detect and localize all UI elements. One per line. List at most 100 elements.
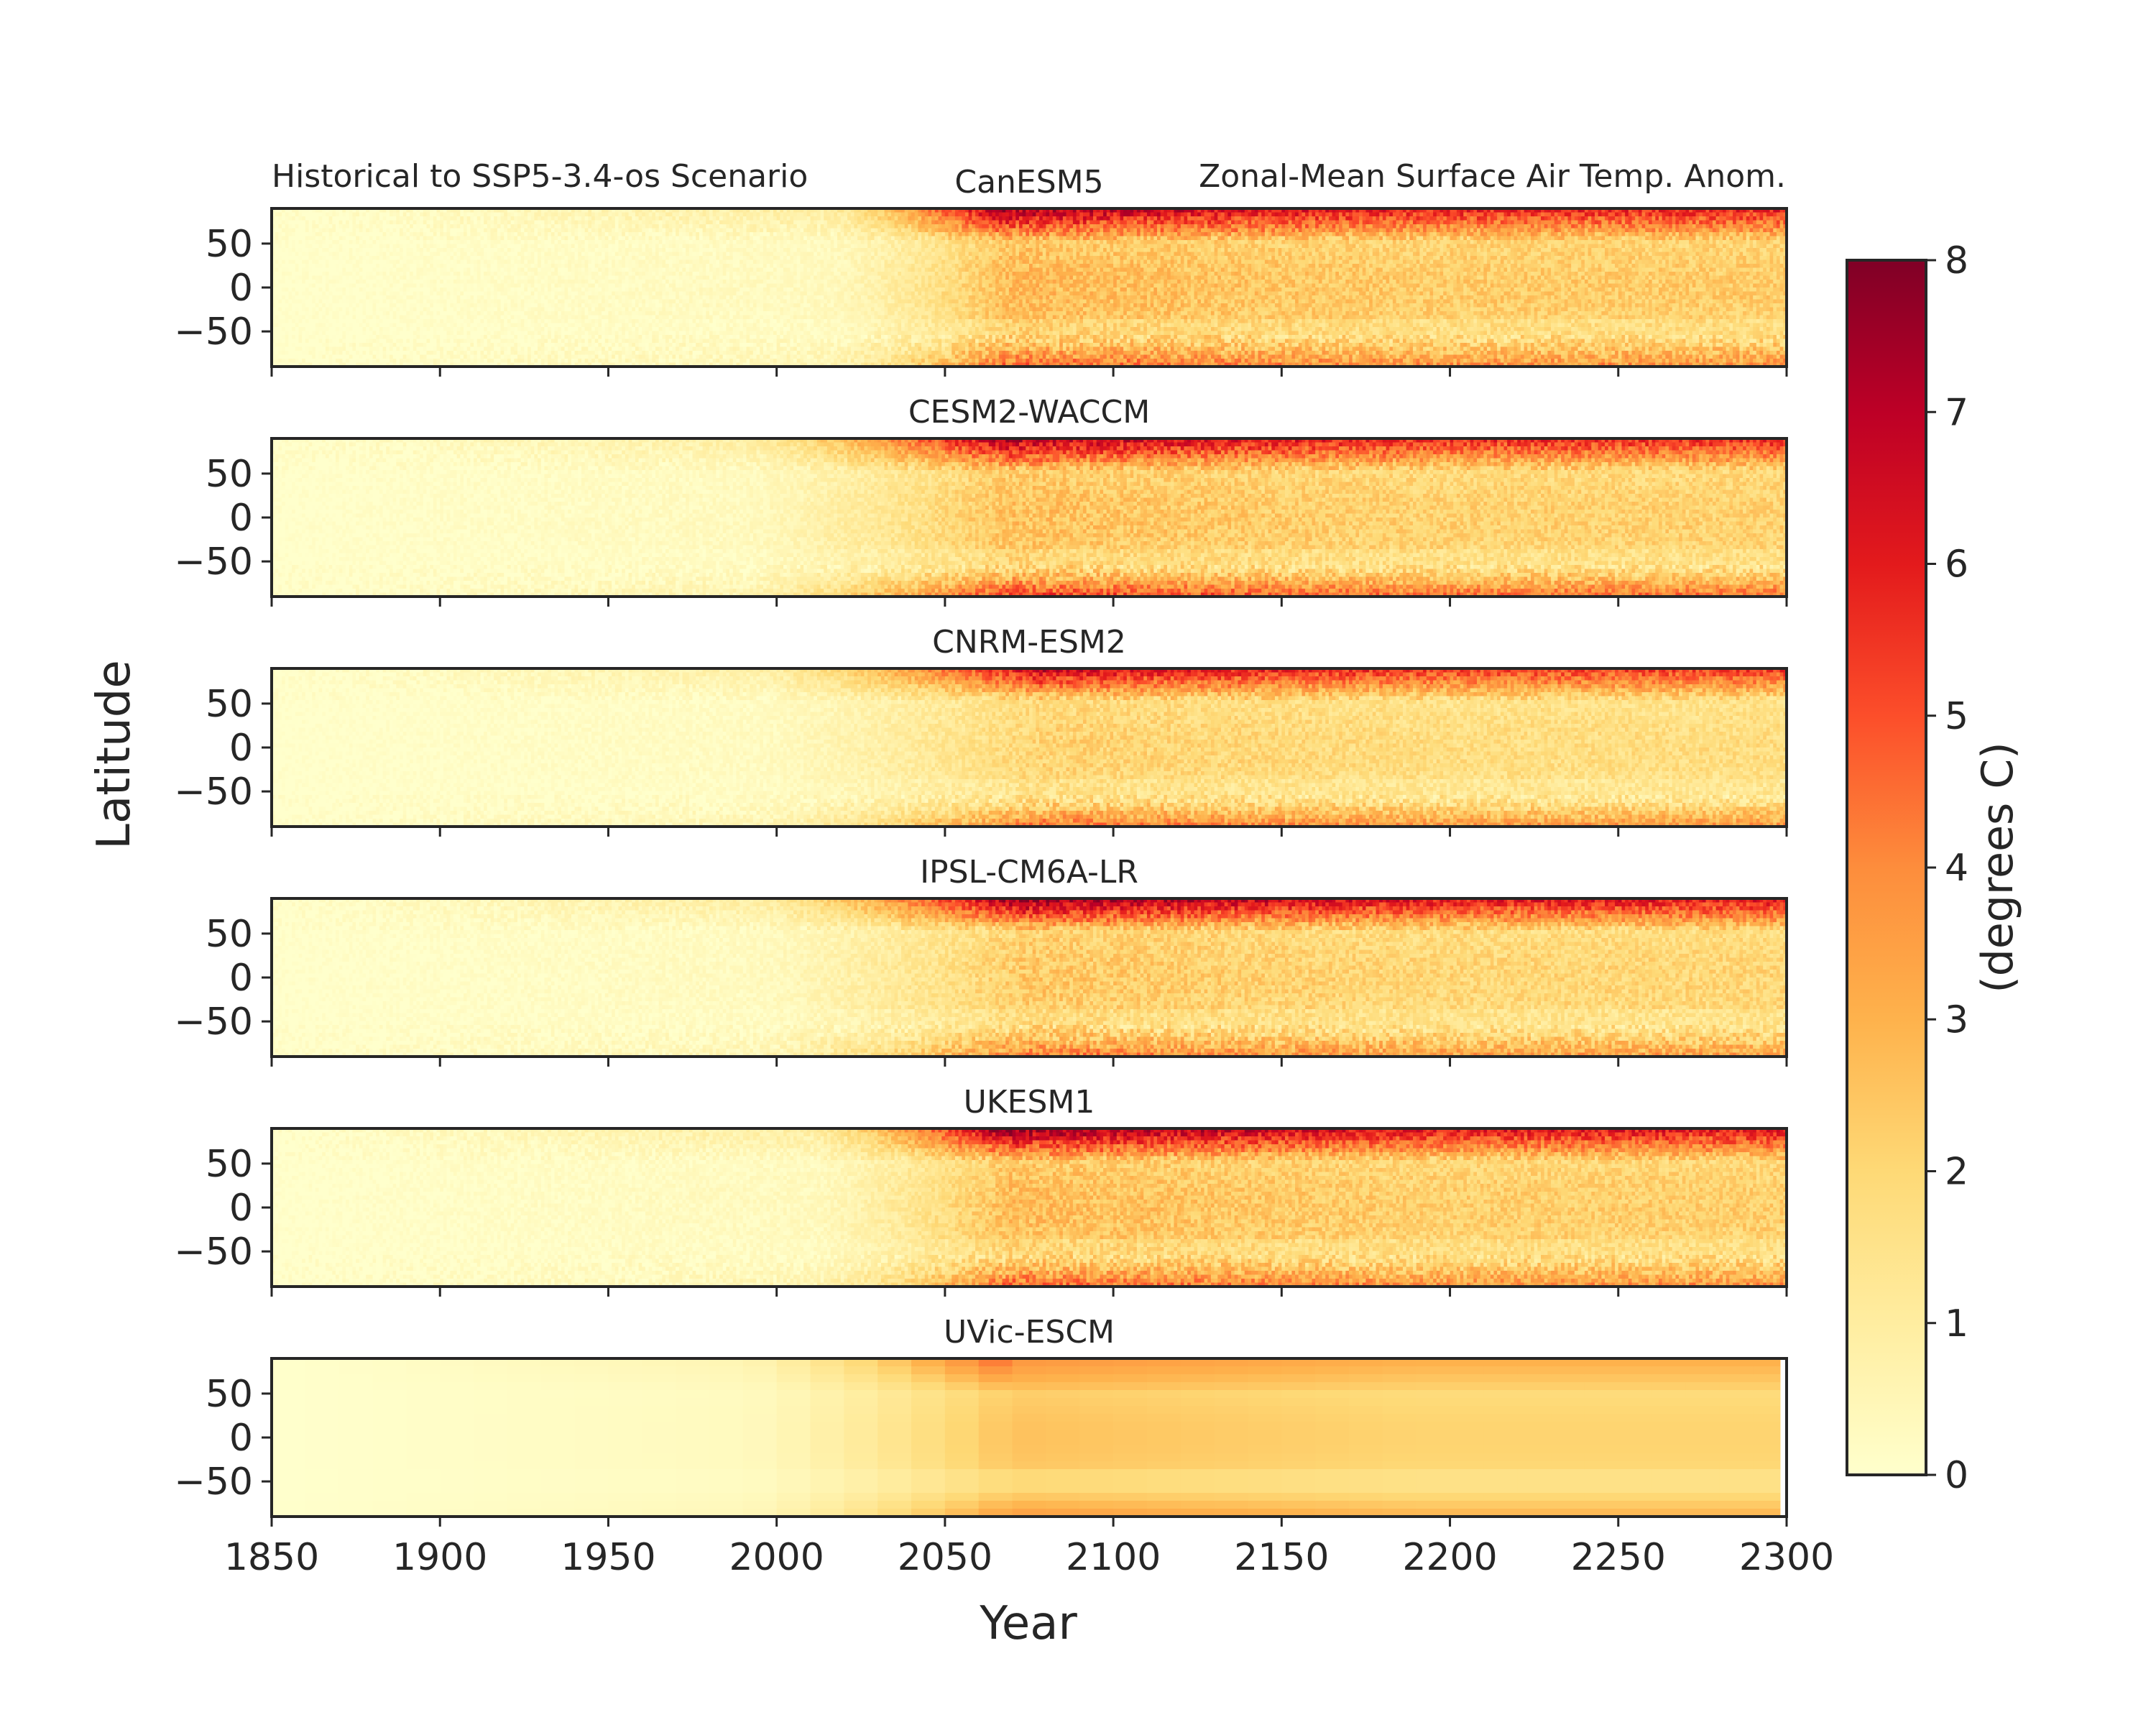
heatmap-cell	[302, 335, 305, 339]
heatmap-cell	[349, 216, 353, 221]
heatmap-cell	[305, 343, 309, 347]
heatmap-cell	[305, 224, 309, 229]
heatmap-cell	[393, 347, 397, 351]
heatmap-cell	[305, 244, 309, 249]
heatmap-cell	[332, 213, 336, 217]
heatmap-cell	[352, 347, 356, 351]
heatmap-cell	[362, 347, 366, 351]
heatmap-cell	[285, 260, 289, 264]
heatmap-cell	[298, 224, 302, 229]
heatmap-cell	[339, 256, 343, 260]
heatmap-cell	[396, 316, 400, 320]
heatmap-cell	[326, 347, 329, 351]
heatmap-cell	[336, 327, 339, 331]
heatmap-cell	[329, 331, 333, 336]
heatmap-cell	[292, 244, 295, 249]
heatmap-cell	[302, 323, 305, 328]
heatmap-cell	[275, 248, 279, 252]
heatmap-cell	[376, 264, 379, 268]
heatmap-cell	[352, 229, 356, 233]
heatmap-cell	[359, 311, 363, 316]
heatmap-cell	[390, 248, 393, 252]
heatmap-cell	[383, 224, 387, 229]
heatmap-cell	[369, 295, 373, 300]
heatmap-cell	[298, 229, 302, 233]
heatmap-cell	[332, 351, 336, 355]
heatmap-cell	[373, 236, 377, 241]
heatmap-cell	[312, 224, 315, 229]
heatmap-cell	[298, 276, 302, 280]
heatmap-cell	[352, 284, 356, 288]
heatmap-cell	[336, 216, 339, 221]
heatmap-cell	[285, 319, 289, 323]
heatmap-cell	[336, 213, 339, 217]
heatmap-cell	[319, 311, 323, 316]
heatmap-cell	[336, 319, 339, 323]
heatmap-cell	[359, 213, 363, 217]
heatmap-cell	[309, 339, 313, 344]
heatmap-cell	[383, 316, 387, 320]
heatmap-cell	[336, 351, 339, 355]
heatmap-cell	[309, 236, 313, 241]
heatmap-cell	[390, 240, 393, 244]
heatmap-cell	[352, 221, 356, 225]
heatmap-cell	[349, 331, 353, 336]
heatmap-cell	[278, 260, 282, 264]
heatmap-cell	[336, 272, 339, 276]
heatmap-cell	[315, 232, 319, 236]
heatmap-cell	[312, 276, 315, 280]
heatmap-cell	[356, 232, 359, 236]
heatmap-cell	[369, 268, 373, 272]
heatmap-cell	[315, 256, 319, 260]
heatmap-cell	[349, 213, 353, 217]
heatmap-cell	[362, 232, 366, 236]
heatmap-cell	[339, 308, 343, 312]
heatmap-cell	[292, 213, 295, 217]
heatmap-cell	[302, 240, 305, 244]
heatmap-cell	[305, 268, 309, 272]
heatmap-cell	[295, 268, 299, 272]
heatmap-cell	[339, 252, 343, 257]
heatmap-cell	[356, 327, 359, 331]
heatmap-cell	[309, 316, 313, 320]
heatmap-cell	[379, 303, 383, 308]
heatmap-cell	[302, 331, 305, 336]
heatmap-cell	[309, 308, 313, 312]
heatmap-cell	[339, 316, 343, 320]
heatmap-cell	[373, 300, 377, 304]
heatmap-cell	[295, 213, 299, 217]
heatmap-cell	[339, 236, 343, 241]
heatmap-cell	[346, 335, 349, 339]
heatmap-cell	[275, 236, 279, 241]
heatmap-cell	[396, 347, 400, 351]
heatmap-cell	[319, 213, 323, 217]
heatmap-cell	[362, 311, 366, 316]
heatmap-cell	[275, 311, 279, 316]
heatmap-cell	[292, 351, 295, 355]
heatmap-cell	[315, 276, 319, 280]
heatmap-cell	[339, 272, 343, 276]
heatmap-cell	[319, 288, 323, 292]
heatmap-cell	[386, 331, 390, 336]
heatmap-cell	[396, 264, 400, 268]
heatmap-cell	[383, 331, 387, 336]
heatmap-cell	[376, 248, 379, 252]
heatmap-cell	[366, 335, 369, 339]
heatmap-cell	[393, 292, 397, 296]
heatmap-cell	[342, 272, 346, 276]
heatmap-cell	[390, 276, 393, 280]
heatmap-cell	[359, 252, 363, 257]
heatmap-cell	[312, 339, 315, 344]
heatmap-cell	[315, 280, 319, 284]
heatmap-cell	[342, 331, 346, 336]
heatmap-cell	[278, 308, 282, 312]
heatmap-cell	[386, 339, 390, 344]
heatmap-cell	[362, 252, 366, 257]
heatmap-cell	[322, 292, 326, 296]
heatmap-cell	[292, 300, 295, 304]
heatmap-cell	[305, 300, 309, 304]
heatmap-cell	[336, 331, 339, 336]
heatmap-cell	[292, 319, 295, 323]
heatmap-cell	[278, 303, 282, 308]
heatmap-cell	[376, 276, 379, 280]
